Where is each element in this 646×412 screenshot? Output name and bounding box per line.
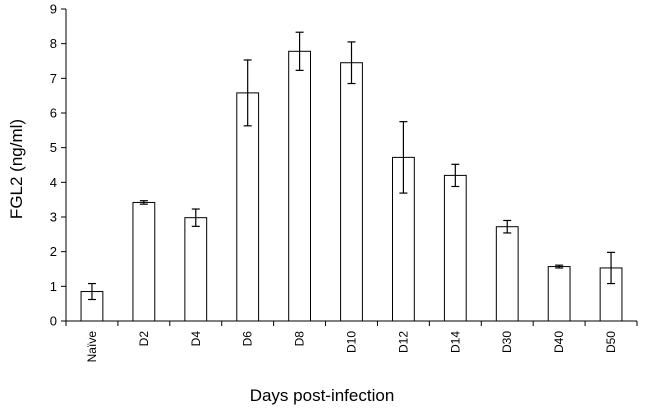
x-tick-label: D40 — [552, 331, 566, 353]
y-tick-label: 7 — [50, 71, 57, 86]
bar-D40 — [547, 266, 571, 322]
bar-D14 — [443, 174, 467, 322]
x-tick-label: D8 — [293, 331, 307, 347]
y-tick-label: 9 — [50, 2, 57, 17]
bar-D6 — [236, 92, 260, 322]
x-tick-label: D6 — [241, 331, 255, 347]
x-tick-label: Naïve — [85, 331, 99, 363]
bar-D2 — [132, 201, 156, 322]
y-axis-title: FGL2 (ng/ml) — [7, 119, 26, 219]
y-tick-label: 6 — [50, 106, 57, 121]
y-tick-label: 3 — [50, 210, 57, 225]
x-tick-label: D2 — [137, 331, 151, 347]
bar-D8 — [288, 50, 311, 322]
bar-D30 — [495, 226, 519, 322]
bar-D4 — [184, 217, 208, 322]
y-tick-label: 2 — [50, 244, 57, 259]
x-tick-label: D4 — [189, 331, 203, 347]
plot-area: 0 1 2 3 4 5 6 7 8 9 Naïve D2 D4 D6 D8 D10 D12 D14 D30 D40 D5… — [50, 2, 638, 363]
x-axis-title: Days post-infection — [250, 386, 395, 405]
y-tick-label: 1 — [50, 279, 57, 294]
x-tick-label: D12 — [396, 331, 410, 353]
y-tick-label: 4 — [50, 175, 57, 190]
y-tick-label: 8 — [50, 36, 57, 51]
x-tick-label: D14 — [448, 331, 462, 353]
y-tick-label: 5 — [50, 140, 57, 155]
x-tick-label: D50 — [604, 331, 618, 353]
bar-D10 — [340, 62, 363, 322]
x-tick-label: D10 — [345, 331, 359, 353]
x-tick-label: D30 — [500, 331, 514, 353]
y-tick-label: 0 — [50, 314, 57, 329]
